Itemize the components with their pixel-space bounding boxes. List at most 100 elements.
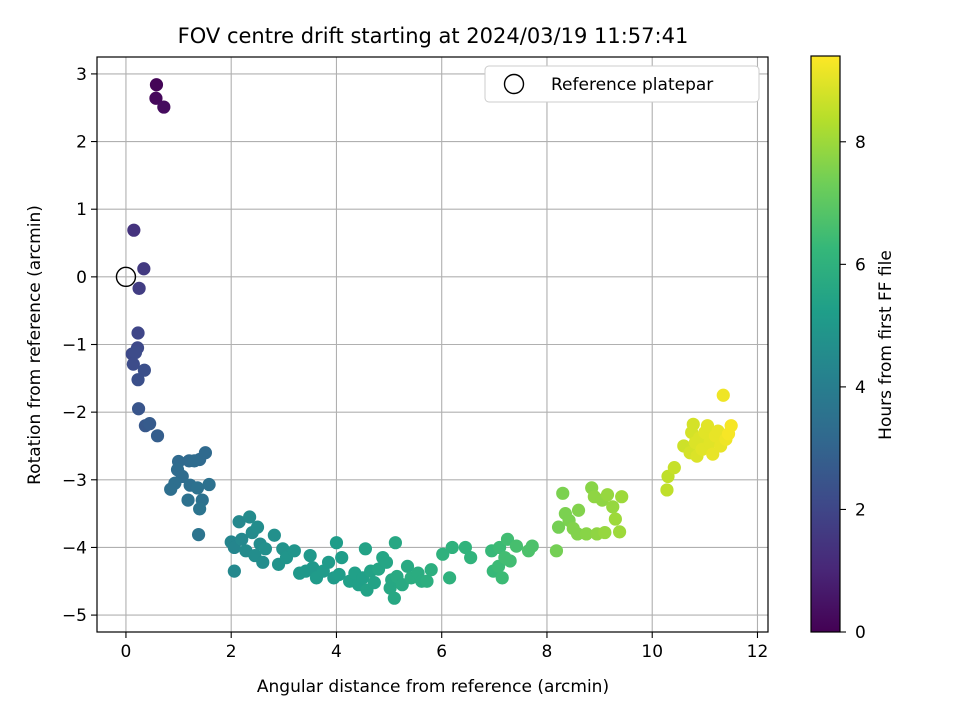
data-point <box>367 576 381 590</box>
data-point <box>321 555 336 569</box>
data-point <box>258 542 273 556</box>
reference-marker-layer <box>115 266 137 288</box>
y-tick-label: 1 <box>76 200 87 220</box>
data-point <box>443 571 457 585</box>
data-point <box>250 520 265 534</box>
x-tick-label: 6 <box>436 642 447 662</box>
x-tick-label: 0 <box>121 642 132 662</box>
data-point <box>615 490 629 504</box>
x-axis-ticks: 0 2 4 6 8 10 12 <box>121 632 769 662</box>
reference-platepar-marker <box>115 266 137 288</box>
y-axis-label: Rotation from reference (arcmin) <box>25 205 45 485</box>
data-point <box>149 78 164 92</box>
data-point <box>131 373 145 387</box>
y-tick-label: −4 <box>62 538 87 558</box>
data-point <box>598 525 612 540</box>
y-axis-ticks: −5 −4 −3 −2 −1 0 1 2 3 <box>62 65 97 626</box>
chart-title: FOV centre drift starting at 2024/03/19 … <box>178 24 689 48</box>
data-point <box>400 559 415 573</box>
data-point <box>606 500 620 514</box>
x-tick-label: 12 <box>747 642 769 662</box>
data-point <box>306 561 320 575</box>
data-point <box>190 481 205 495</box>
y-tick-label: 0 <box>76 268 87 288</box>
data-point <box>243 510 257 524</box>
data-point <box>388 536 402 550</box>
data-point <box>608 512 622 526</box>
data-point <box>493 540 507 555</box>
data-point <box>387 591 401 605</box>
legend-box <box>484 65 760 103</box>
data-points <box>125 78 738 605</box>
data-point <box>445 540 459 555</box>
data-point <box>202 477 216 492</box>
data-point <box>700 419 715 433</box>
x-tick-label: 10 <box>641 642 663 662</box>
colorbar-label: Hours from first FF file <box>876 250 896 440</box>
data-point <box>424 563 438 577</box>
data-point <box>436 547 450 561</box>
data-point <box>303 548 317 563</box>
data-point <box>509 539 524 553</box>
data-point <box>579 527 594 541</box>
data-point <box>379 555 394 569</box>
data-point <box>420 574 434 588</box>
data-point <box>458 540 472 555</box>
data-point <box>126 357 140 371</box>
data-point <box>193 502 207 516</box>
data-point <box>150 429 165 443</box>
data-point <box>612 525 627 539</box>
data-point <box>232 515 246 529</box>
data-point <box>287 544 301 558</box>
y-tick-label: −1 <box>62 336 87 356</box>
data-point <box>227 564 241 578</box>
data-point <box>332 567 346 582</box>
x-axis-label: Angular distance from reference (arcmin) <box>257 677 609 697</box>
colorbar-tick-label: 2 <box>855 500 866 520</box>
data-point <box>600 488 615 502</box>
data-point <box>149 91 163 105</box>
x-tick-label: 4 <box>331 642 342 662</box>
colorbar-tick-label: 6 <box>855 255 866 275</box>
data-point <box>549 544 564 558</box>
data-point <box>256 555 270 569</box>
data-point <box>551 520 566 534</box>
colorbar-tick-label: 8 <box>855 133 866 153</box>
colorbar-tick-label: 4 <box>855 378 866 398</box>
data-point <box>164 482 178 496</box>
data-point <box>131 402 146 416</box>
data-point <box>235 532 249 546</box>
data-point <box>525 539 539 553</box>
data-point <box>329 536 344 550</box>
data-point <box>137 262 151 276</box>
data-point <box>660 483 674 497</box>
data-point <box>358 542 372 556</box>
data-point <box>143 417 157 431</box>
legend: Reference platepar <box>484 65 760 103</box>
data-point <box>464 550 478 565</box>
data-point <box>335 550 349 565</box>
data-point <box>131 326 145 340</box>
data-point <box>571 503 586 517</box>
data-point <box>157 100 171 114</box>
data-point <box>686 417 700 431</box>
y-tick-label: −3 <box>62 471 87 491</box>
x-tick-label: 8 <box>542 642 553 662</box>
data-point <box>181 493 195 507</box>
y-tick-label: 3 <box>76 65 87 85</box>
colorbar: 0 2 4 6 8 Hours from first FF file <box>810 55 896 643</box>
data-point <box>191 527 206 542</box>
colorbar-tick-label: 0 <box>855 623 866 643</box>
y-tick-label: 2 <box>76 133 87 153</box>
grid-lines <box>97 57 768 632</box>
data-point <box>187 454 201 468</box>
data-point <box>127 223 141 237</box>
data-point <box>267 528 281 542</box>
y-tick-label: −2 <box>62 403 87 423</box>
data-point <box>724 419 738 433</box>
data-point <box>711 424 725 438</box>
data-point <box>137 363 151 377</box>
data-point <box>503 554 517 568</box>
